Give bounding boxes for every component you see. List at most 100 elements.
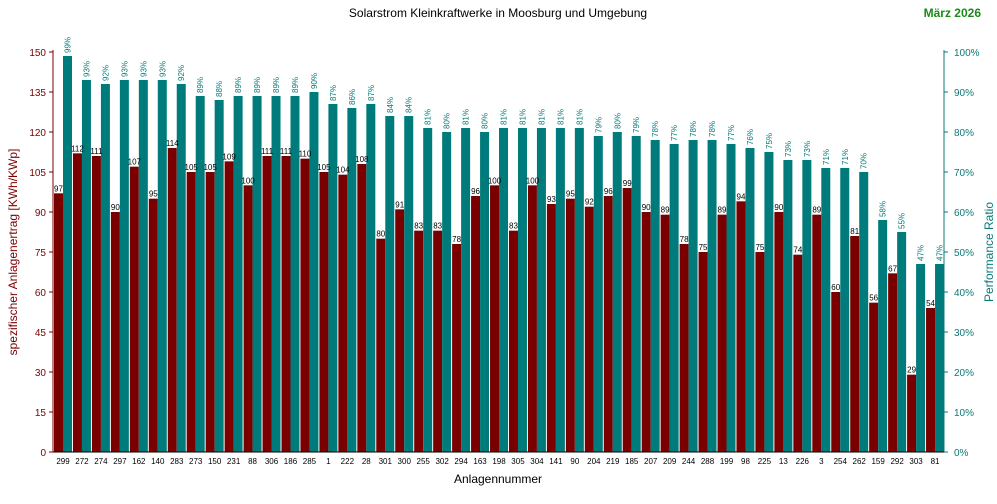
yield-value-label: 91: [395, 200, 404, 209]
pr-value-label: 88%: [215, 81, 224, 97]
yield-value-label: 100: [526, 176, 540, 185]
yield-value-label: 89: [718, 206, 727, 215]
yield-bar: [186, 172, 196, 452]
yield-value-label: 105: [185, 163, 199, 172]
pr-bar: [499, 128, 509, 452]
x-tick-label: 204: [587, 457, 601, 466]
x-tick-label: 301: [379, 457, 393, 466]
pr-value-label: 80%: [443, 113, 452, 129]
y-tick-label-right: 0%: [954, 448, 969, 459]
x-tick-label: 1: [326, 457, 331, 466]
yield-value-label: 83: [433, 222, 442, 231]
yield-bar: [698, 252, 708, 452]
x-tick-label: 13: [779, 457, 788, 466]
yield-bar: [926, 308, 936, 452]
pr-value-label: 81%: [537, 109, 546, 125]
yield-value-label: 93: [547, 195, 556, 204]
yield-bar: [603, 196, 613, 452]
pr-bar: [688, 140, 698, 452]
yield-value-label: 67: [888, 264, 897, 273]
pr-bar: [404, 116, 414, 452]
yield-value-label: 100: [488, 176, 502, 185]
y-tick-label-left: 0: [40, 448, 46, 459]
pr-bar: [195, 96, 205, 452]
yield-value-label: 54: [926, 299, 935, 308]
yield-value-label: 92: [585, 198, 594, 207]
x-tick-label: 88: [248, 457, 257, 466]
x-tick-label: 306: [265, 457, 279, 466]
yield-bar: [736, 201, 746, 452]
pr-value-label: 78%: [651, 121, 660, 137]
pr-value-label: 81%: [500, 109, 509, 125]
pr-value-label: 81%: [518, 109, 527, 125]
yield-value-label: 105: [317, 163, 331, 172]
pr-bar: [574, 128, 584, 452]
y-tick-label-right: 10%: [954, 408, 974, 419]
pr-value-label: 79%: [632, 117, 641, 133]
yield-bar: [888, 273, 898, 452]
yield-value-label: 75: [699, 243, 708, 252]
x-tick-label: 163: [473, 457, 487, 466]
yield-bar: [850, 236, 860, 452]
yield-bar: [262, 156, 272, 452]
pr-bar: [840, 168, 850, 452]
pr-bar: [157, 80, 167, 452]
yield-value-label: 110: [299, 150, 312, 159]
pr-bar: [536, 128, 546, 452]
yield-value-label: 56: [869, 294, 878, 303]
y-axis-left-title: spezifischer Anlagenertrag [KWh/KWp]: [6, 149, 20, 356]
x-tick-label: 292: [890, 457, 904, 466]
x-tick-label: 305: [511, 457, 525, 466]
yield-value-label: 75: [755, 243, 764, 252]
pr-value-label: 81%: [462, 109, 471, 125]
pr-bar: [461, 128, 471, 452]
pr-bar: [631, 136, 641, 452]
x-tick-label: 274: [94, 457, 108, 466]
yield-bar: [565, 198, 575, 452]
pr-value-label: 73%: [803, 141, 812, 157]
pr-value-label: 77%: [727, 125, 736, 141]
yield-value-label: 111: [280, 147, 293, 156]
pr-bar: [385, 116, 395, 452]
yield-bar: [527, 185, 537, 453]
pr-value-label: 86%: [348, 89, 357, 105]
x-tick-label: 140: [151, 457, 165, 466]
bar-group: [54, 56, 945, 453]
yield-value-label: 81: [850, 227, 859, 236]
yield-value-label: 29: [907, 366, 916, 375]
pr-bar: [480, 132, 490, 452]
yield-bar: [319, 172, 329, 452]
pr-bar: [935, 264, 945, 452]
pr-bar: [81, 80, 91, 452]
chart-title: Solarstrom Kleinkraftwerke in Moosburg u…: [349, 6, 647, 20]
pr-value-label: 76%: [746, 129, 755, 145]
y-tick-label-left: 15: [35, 408, 47, 419]
yield-value-label: 90: [111, 203, 120, 212]
pr-bar: [423, 128, 433, 452]
pr-bar: [593, 136, 603, 452]
pr-value-label: 93%: [158, 61, 167, 77]
yield-value-label: 114: [166, 139, 179, 148]
pr-value-label: 81%: [556, 109, 565, 125]
yield-bar: [414, 230, 424, 452]
x-tick-label: 300: [398, 457, 412, 466]
yield-bar: [679, 244, 689, 452]
pr-bar: [63, 56, 72, 452]
pr-value-label: 84%: [405, 97, 414, 113]
pr-bar: [726, 144, 736, 452]
y-tick-label-right: 80%: [954, 128, 974, 139]
y-tick-label-left: 105: [29, 168, 46, 179]
pr-value-label: 89%: [234, 77, 243, 93]
yield-bar: [793, 254, 803, 452]
pr-value-label: 93%: [82, 61, 91, 77]
pr-value-label: 80%: [613, 113, 622, 129]
pr-value-label: 89%: [291, 77, 300, 93]
pr-value-label: 71%: [841, 149, 850, 165]
yield-value-label: 109: [222, 152, 236, 161]
pr-value-label: 87%: [329, 85, 338, 101]
x-tick-label: 207: [644, 457, 658, 466]
yield-value-label: 83: [509, 222, 518, 231]
pr-bar: [878, 220, 888, 452]
y-tick-label-right: 50%: [954, 248, 974, 259]
pr-bar: [290, 96, 300, 452]
